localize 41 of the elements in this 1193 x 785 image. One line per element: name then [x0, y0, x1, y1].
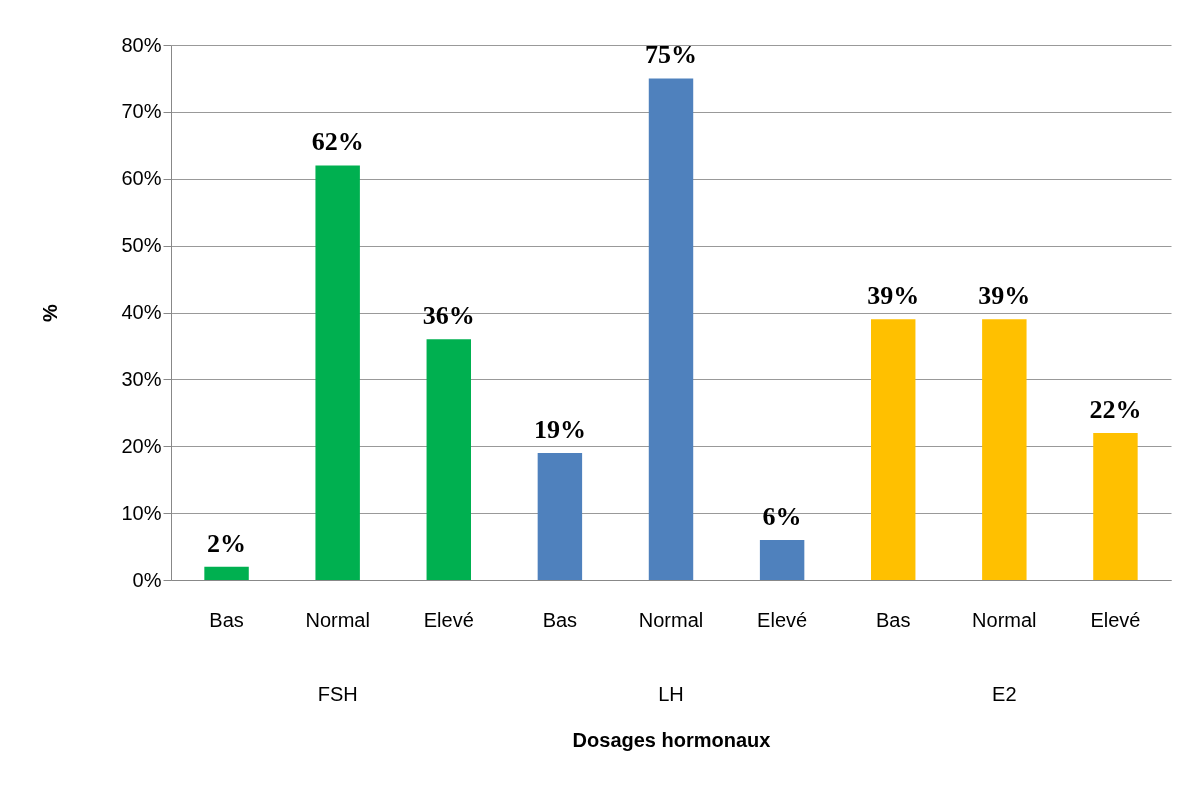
bar	[204, 566, 249, 580]
x-tick-label: Bas	[209, 608, 244, 631]
bar	[648, 78, 694, 580]
x-tick-label: Normal	[305, 608, 370, 631]
x-tick-label: Elevé	[423, 608, 474, 631]
y-tick-label: 40%	[121, 301, 162, 323]
bar	[315, 165, 360, 580]
text: FSH	[317, 683, 358, 705]
bar	[537, 452, 583, 580]
x-tick-label: Elevé	[1090, 608, 1141, 631]
data-label: 6%	[762, 501, 802, 531]
y-tick-label: 0%	[132, 568, 162, 591]
x-tick-label: Elevé	[757, 608, 808, 631]
data-label: 39%	[867, 281, 920, 311]
y-tick-label: 30%	[121, 367, 162, 390]
bar	[871, 319, 916, 580]
data-label: 2%	[207, 528, 247, 558]
text: E2	[992, 683, 1017, 705]
bar	[982, 319, 1027, 580]
x-tick-label: Normal	[972, 608, 1037, 631]
text: LH	[658, 683, 684, 705]
x-tick-label: Bas	[875, 608, 911, 631]
data-label: 62%	[311, 127, 364, 157]
data-label: 39%	[978, 281, 1031, 311]
bar	[426, 339, 471, 580]
data-label: 36%	[422, 301, 475, 331]
y-tick-label: 60%	[121, 167, 162, 190]
x-axis-title: Dosages hormonaux	[572, 728, 771, 751]
y-tick-label: 80%	[121, 33, 162, 56]
y-axis-title: %	[39, 303, 62, 322]
data-label: 75%	[645, 40, 697, 70]
y-tick-label: 70%	[121, 100, 162, 123]
x-tick-label: Bas	[542, 608, 578, 631]
data-label: 19%	[533, 414, 586, 444]
bar	[1093, 432, 1138, 580]
data-label: 22%	[1089, 394, 1142, 424]
bar	[759, 539, 805, 580]
y-tick-label: 10%	[121, 501, 162, 524]
y-tick-label: 50%	[121, 234, 162, 257]
x-tick-label: Normal	[638, 608, 704, 631]
y-tick-label: 20%	[121, 434, 162, 457]
